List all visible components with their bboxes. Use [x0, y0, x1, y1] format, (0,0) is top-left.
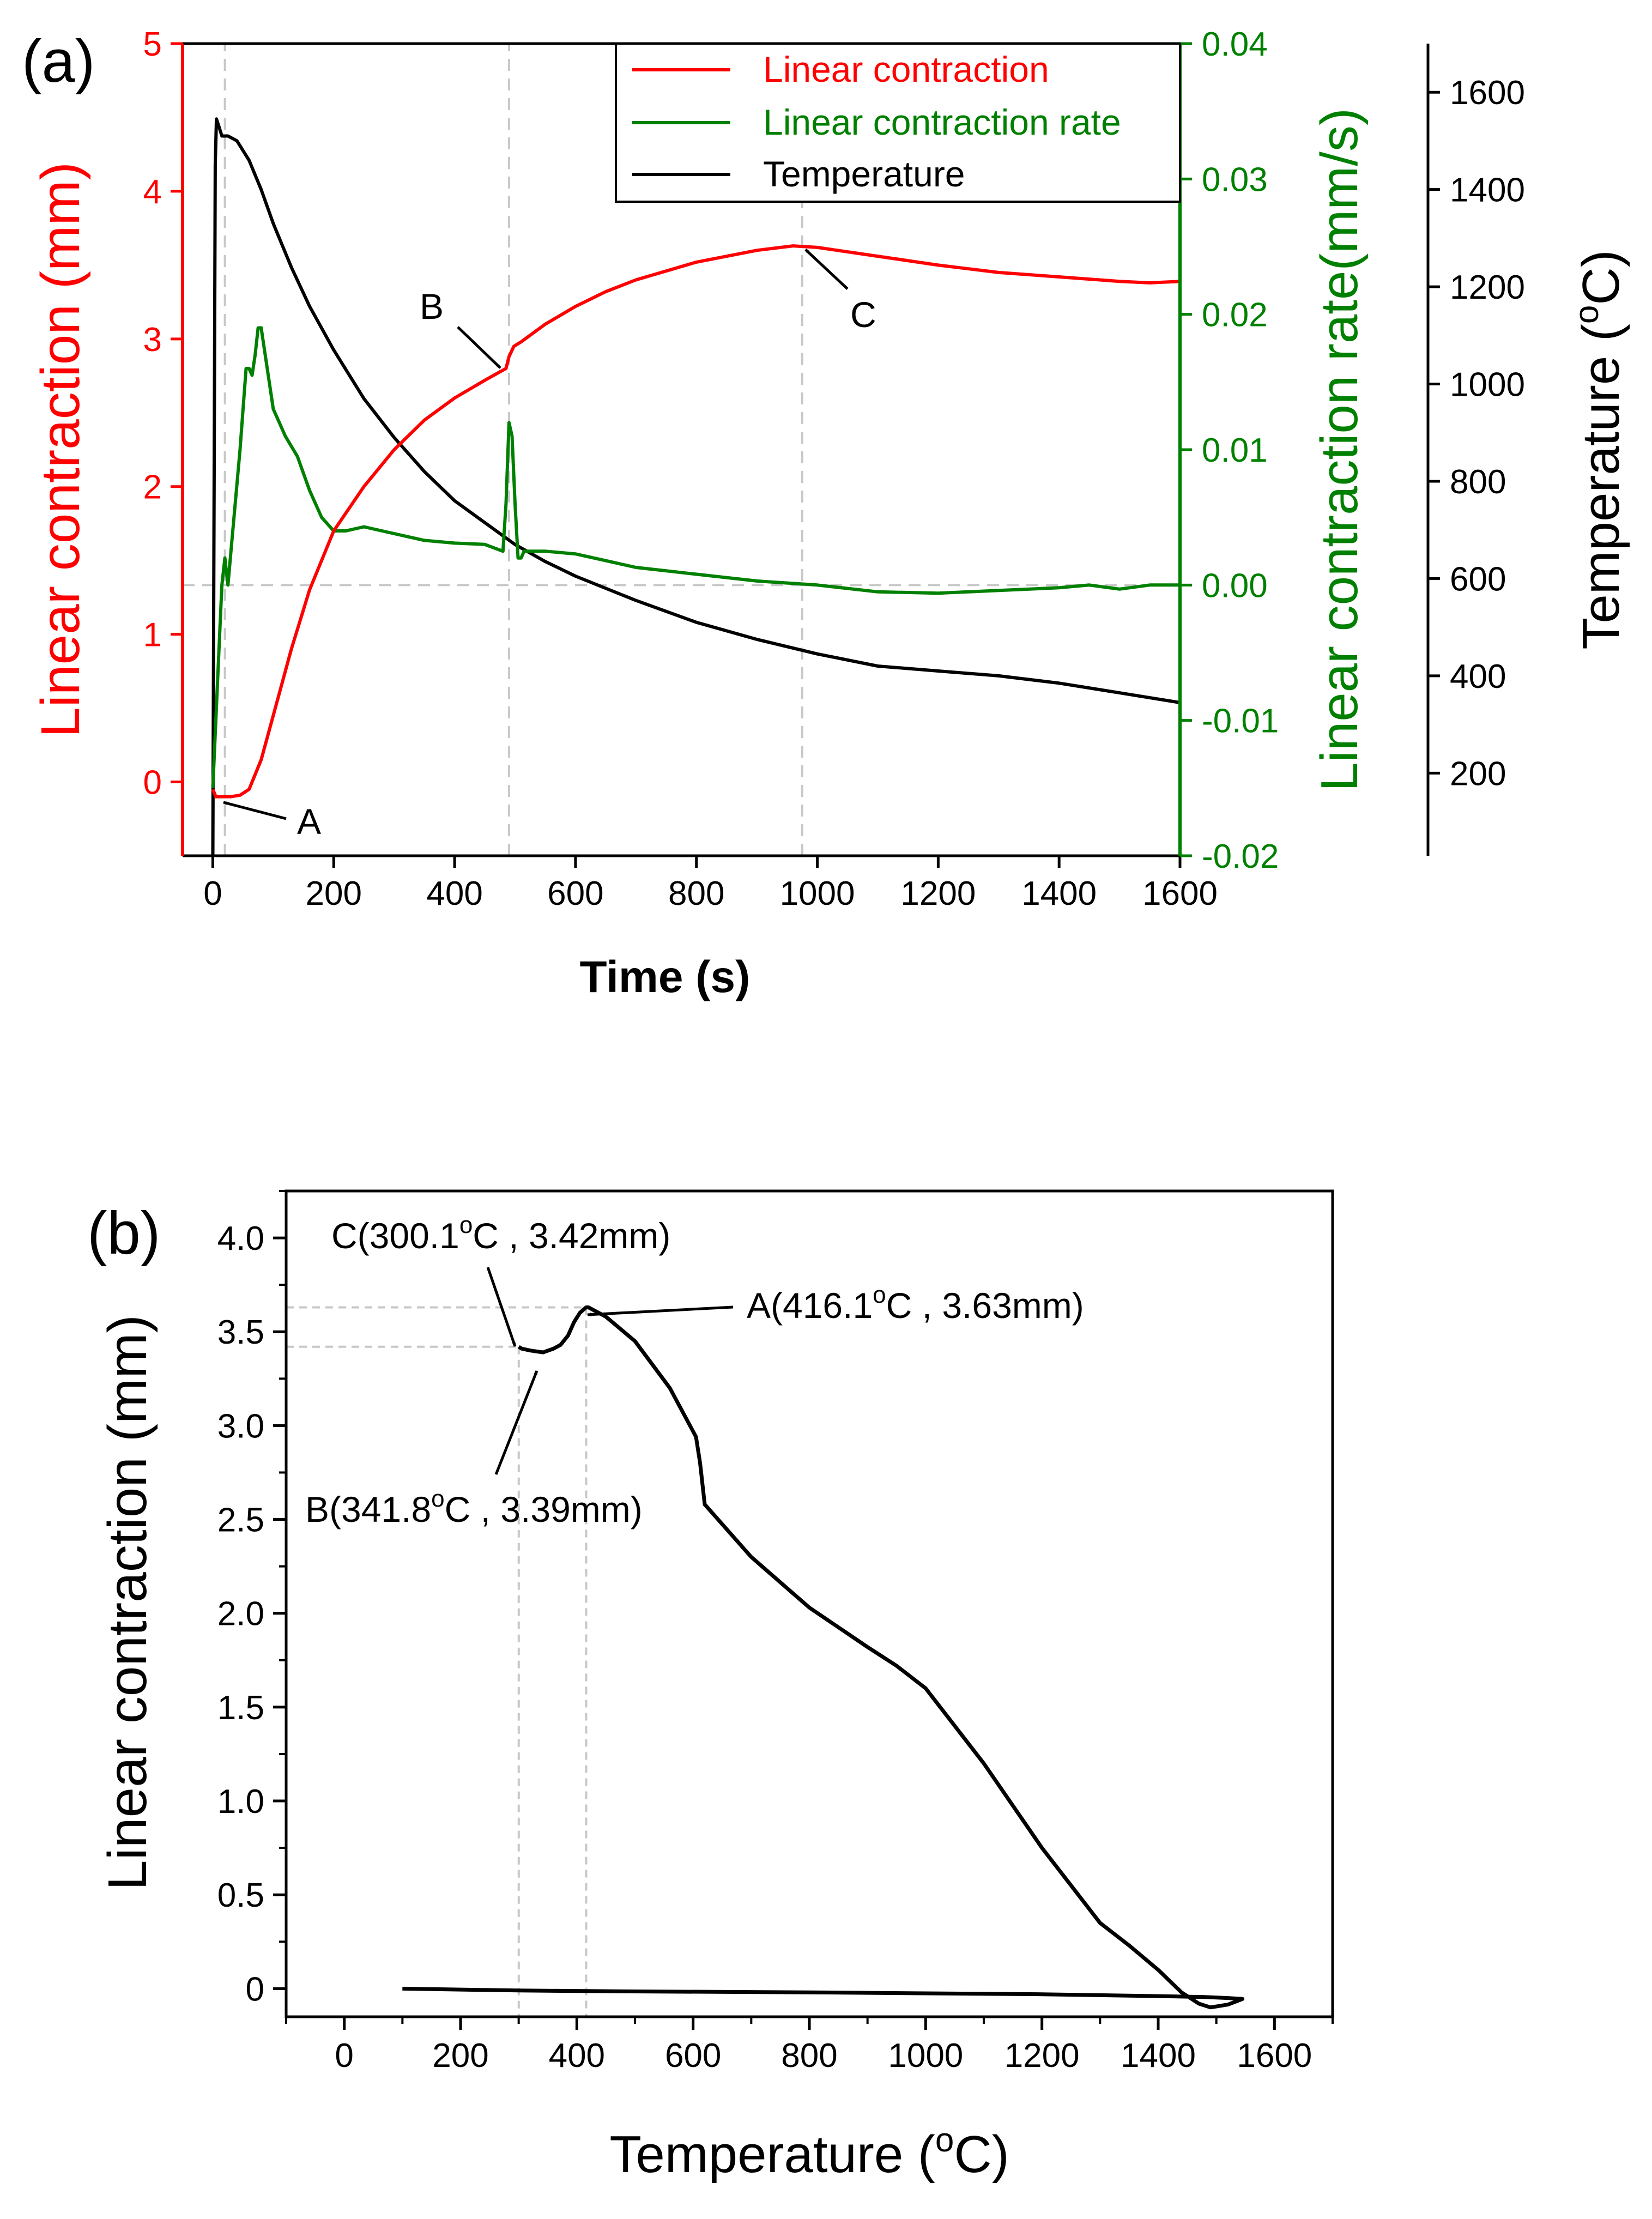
panel-a-x-tick-label: 600: [547, 875, 603, 912]
panel-a-x-tick-label: 1200: [900, 875, 976, 912]
panel-b-x-tick-label: 1000: [888, 2037, 963, 2075]
panel-b-x-tick-label: 800: [781, 2037, 837, 2075]
panel-a-temperature-tick-label: 1200: [1450, 269, 1525, 306]
panel-a-left-tick-label: 4: [143, 173, 162, 211]
panel-a-axes: 0 200 400 600 800 1000 1200 1400 1600 0 1 2 3 4 5 -0.02…: [143, 26, 1525, 912]
series-temperature-line: [211, 117, 1180, 856]
panel-b-x-tick-label: 0: [335, 2037, 353, 2075]
panel-a-rate-tick-label: -0.02: [1202, 838, 1279, 875]
panel-b-y-tick-label: 3.5: [217, 1314, 264, 1351]
panel-a-left-tick-label: 2: [143, 469, 162, 506]
panel-b-axes: 0 200 400 600 800 1000 1200 1400 1600 0 0.5 1.0 1.5 2…: [217, 1190, 1334, 2075]
panel-b-y-tick-label: 4.0: [217, 1220, 264, 1257]
annotation-c-arrow: [486, 1267, 517, 1347]
panel-b-y-tick-label: 0: [246, 1970, 264, 2008]
panel-b-x-tick-label: 1400: [1121, 2037, 1196, 2075]
panel-a-rate-tick-label: 0.01: [1202, 432, 1268, 469]
panel-a-temperature-axis-title: Temperature (oC): [1568, 250, 1630, 649]
panel-b-y-tick-label: 3.0: [217, 1407, 264, 1445]
annotation-b-coordinates: B(341.8oC , 3.39mm): [305, 1485, 643, 1529]
panel-b-y-tick-label: 2.5: [217, 1502, 264, 1539]
panel-b-x-tick-label: 1600: [1237, 2037, 1312, 2075]
panel-a-rate-tick-label: 0.00: [1202, 567, 1268, 604]
panel-b-y-tick-label: 0.5: [217, 1877, 264, 1914]
panel-b-series: [402, 1305, 1245, 2010]
annotation-b-arrow: [494, 1370, 538, 1475]
panel-a-rate-tick-label: 0.02: [1202, 297, 1268, 334]
panel-b-y-axis-title: Linear contraction (mm): [97, 1315, 158, 1890]
panel-b-x-tick-label: 200: [432, 2037, 488, 2075]
panel-a-temperature-tick-label: 1600: [1450, 74, 1525, 112]
series-contraction-vs-temperature-line: [402, 1305, 1245, 2010]
annotation-a-coordinates: A(416.1oC , 3.63mm): [747, 1281, 1084, 1326]
panel-a-x-tick-label: 1400: [1021, 875, 1097, 912]
panel-a-temperature-tick-label: 600: [1450, 560, 1506, 598]
panel-a-left-tick-label: 1: [143, 616, 162, 654]
panel-b-guide-lines: [286, 1306, 588, 2017]
annotation-b-arrow: [457, 326, 501, 369]
annotation-c-coordinates: C(300.1oC , 3.42mm): [331, 1212, 670, 1256]
panel-b-x-tick-label: 1200: [1004, 2037, 1080, 2075]
panel-a-temperature-tick-label: 1000: [1450, 366, 1525, 404]
annotation-c-arrow: [804, 249, 849, 290]
panel-b-annotations: C(300.1oC , 3.42mm) A(416.1oC , 3.63mm) …: [305, 1212, 1084, 1529]
panel-a-left-tick-label: 5: [143, 26, 162, 63]
panel-a: (a) 0 200 400 600 800 1000 1200 1400 1600 0 1 2 3 4 5 -…: [22, 26, 1630, 1002]
panel-a-x-tick-label: 400: [426, 875, 482, 912]
annotation-a-arrow: [587, 1305, 734, 1317]
panel-a-x-axis-title: Time (s): [580, 952, 751, 1002]
panel-a-temperature-tick-label: 400: [1450, 658, 1506, 696]
panel-a-x-tick-label: 800: [668, 875, 724, 912]
panel-a-x-tick-label: 200: [306, 875, 362, 912]
panel-b-x-tick-label: 600: [665, 2037, 721, 2075]
panel-a-left-tick-label: 3: [143, 321, 162, 359]
panel-a-rate-tick-label: -0.01: [1202, 703, 1279, 740]
panel-a-label: (a): [22, 28, 95, 95]
series-linear-contraction-line: [211, 244, 1180, 799]
annotation-a-arrow: [223, 801, 287, 820]
panel-a-x-tick-label: 0: [203, 875, 222, 912]
panel-a-temperature-tick-label: 1400: [1450, 172, 1525, 209]
panel-b-y-tick-label: 1.5: [217, 1689, 264, 1727]
panel-a-x-tick-label: 1600: [1142, 875, 1218, 912]
panel-a-legend: Linear contraction Linear contraction ra…: [615, 43, 1181, 203]
legend-label-temperature: Temperature: [763, 154, 965, 194]
panel-b-y-tick-label: 1.0: [217, 1783, 264, 1821]
panel-a-left-axis-title: Linear contraction (mm): [30, 162, 91, 737]
series-contraction-rate-line: [211, 326, 1180, 788]
panel-a-rate-tick-label: 0.03: [1202, 161, 1268, 198]
panel-a-left-tick-label: 0: [143, 764, 162, 802]
annotation-c-label: C: [850, 294, 876, 335]
panel-a-rate-tick-label: 0.04: [1202, 26, 1268, 63]
panel-b-x-axis-title: Temperature (oC): [609, 2121, 1009, 2184]
panel-b-label: (b): [87, 1200, 160, 1267]
legend-label-contraction-rate: Linear contraction rate: [763, 102, 1121, 142]
panel-a-series: [211, 117, 1180, 856]
panel-a-rate-axis-title: Linear contraction rate(mm/s): [1310, 108, 1369, 791]
panel-a-temperature-tick-label: 200: [1450, 755, 1506, 793]
panel-a-x-tick-label: 1000: [780, 875, 855, 912]
panel-b: (b) 0 200 400 600 800 1000 1200 1400 1600 0 0.5 1.0…: [87, 1189, 1334, 2184]
annotation-a-label: A: [297, 801, 321, 842]
panel-b-x-tick-label: 400: [549, 2037, 605, 2075]
annotation-b-label: B: [420, 286, 444, 326]
panel-b-y-tick-label: 2.0: [217, 1595, 264, 1633]
legend-label-linear-contraction: Linear contraction: [763, 49, 1049, 89]
panel-a-annotations: A B C: [223, 249, 876, 842]
panel-a-temperature-tick-label: 800: [1450, 463, 1506, 501]
